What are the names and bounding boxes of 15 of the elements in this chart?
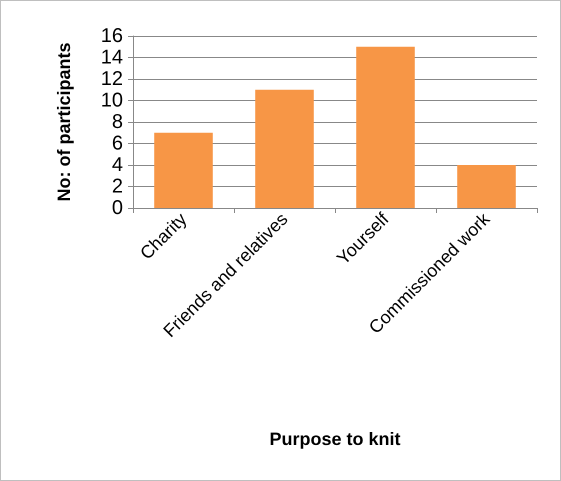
y-axis-title: No: of participants [54, 42, 74, 202]
bar [356, 46, 415, 208]
y-tick-label: 8 [112, 111, 123, 133]
y-tick-label: 6 [112, 132, 123, 154]
y-tick-label: 2 [112, 176, 123, 198]
y-tick-label: 16 [100, 25, 123, 47]
x-axis-title: Purpose to knit [269, 429, 401, 449]
bar [154, 132, 213, 208]
y-tick-label: 10 [100, 90, 123, 112]
bar [457, 165, 516, 208]
y-tick-label: 12 [100, 68, 123, 90]
y-tick-label: 0 [112, 197, 123, 219]
bar [255, 90, 314, 208]
y-tick-label: 4 [112, 154, 123, 176]
y-tick-label: 14 [100, 46, 123, 68]
